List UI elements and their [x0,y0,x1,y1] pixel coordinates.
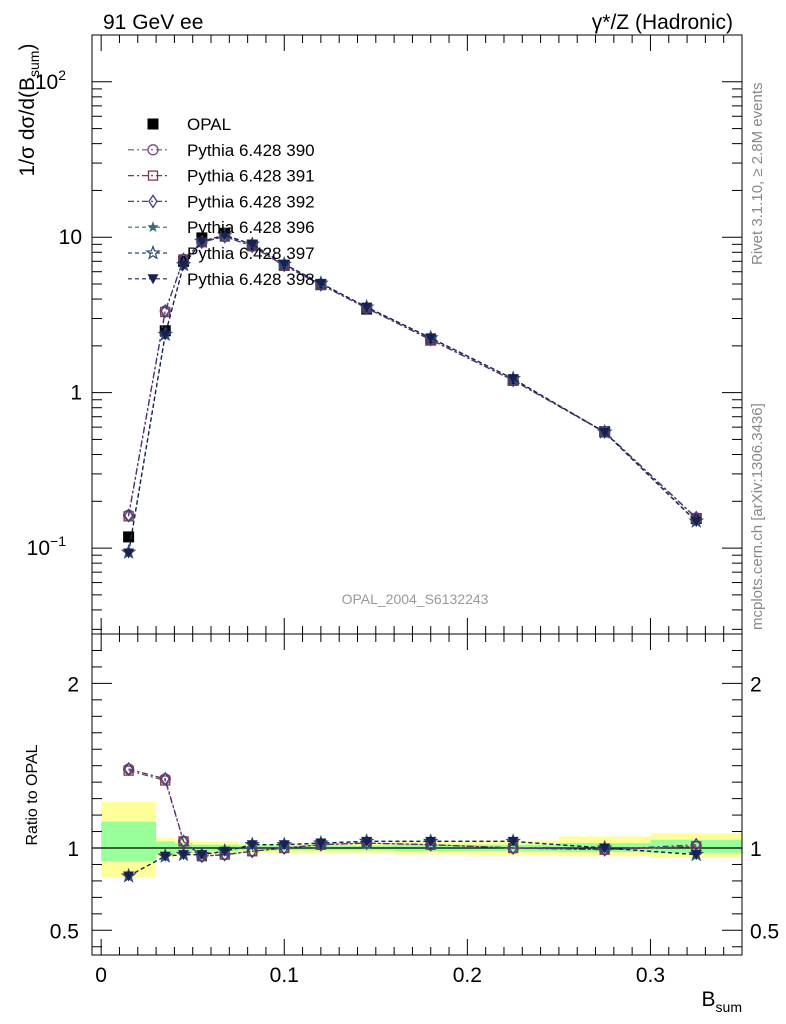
ratio-data-point [361,836,373,847]
header-left-label: 91 GeV ee [103,11,203,34]
data-point [425,333,437,344]
legend-label: Pythia 6.428 392 [187,192,315,211]
ratio-y-tick-label-right: 2 [750,673,762,696]
ratio-panel: 0 0.1 0.2 0.3 0.5 0.5 1 1 2 2 Ratio to OPAL Bsum [24,633,779,1015]
x-axis-label: Bsum [702,988,742,1015]
data-point [219,230,231,241]
main-y-tick-label: 102 [35,67,66,94]
legend-marker [147,118,159,130]
ratio-series-5 [123,836,702,882]
x-tick-label: 0.1 [270,964,299,987]
ratio-data-point [599,843,611,854]
data-point [178,260,190,271]
legend-marker [147,274,159,285]
ratio-y-tick-label-right: 0.5 [750,920,779,943]
uncertainty-band-inner [101,821,157,862]
data-point [123,531,135,543]
legend-marker [145,244,161,260]
x-tick-label: 0.2 [453,964,482,987]
x-tick-label: 0.3 [636,964,665,987]
legend-label: Pythia 6.428 390 [187,141,315,160]
legend-entry: Pythia 6.428 396 [128,218,315,237]
legend-entry: Pythia 6.428 392 [128,192,315,211]
data-point [361,302,373,313]
ratio-data-point [425,836,437,847]
data-point [278,259,290,270]
legend-marker [147,170,159,181]
ratio-series-line [128,768,697,857]
legend-entry: Pythia 6.428 390 [128,141,315,160]
ratio-y-tick-label-right: 1 [750,838,762,861]
main-panel: 10−1 1 10 102 OPAL_2004_S6132243 1/σ dσ/d(B… [16,34,743,635]
x-tick-label: 0 [95,964,107,987]
legend-marker [148,194,158,209]
ratio-data-point [178,850,190,861]
legend-label: OPAL [187,115,231,134]
ratio-data-point [123,761,134,777]
ratio-frame [91,633,743,956]
data-point [690,517,702,528]
data-point [123,508,134,523]
svg-text:Bsum: Bsum [702,988,742,1015]
data-point [160,303,171,319]
legend-label: Pythia 6.428 391 [187,167,315,186]
ratio-data-point [196,850,208,861]
ratio-y-axis-label: Ratio to OPAL [24,744,41,845]
legend-entry: OPAL [147,115,231,134]
ratio-data-point [507,836,519,847]
legend-marker [147,144,159,156]
legend-label: Pythia 6.428 397 [187,244,315,263]
svg-text:1/σ dσ/d(Bsum): 1/σ dσ/d(Bsum) [16,44,42,177]
legend-label: Pythia 6.428 398 [187,270,315,289]
data-point [196,236,208,247]
main-y-tick-label: 10−1 [27,533,67,560]
ratio-data-point [160,771,171,787]
data-point [159,330,171,341]
main-y-axis-label: 1/σ dσ/d(Bsum) [16,44,42,177]
ratio-y-tick-label: 1 [67,838,79,861]
data-point [123,548,135,559]
ratio-y-tick-label: 2 [67,673,79,696]
legend: OPAL Pythia 6.428 390 Pythia 6.428 391 Pyth… [128,115,315,289]
data-point [315,278,327,289]
ratio-data-point [690,850,702,861]
data-point [507,374,519,385]
ratio-data-point [246,840,258,851]
uncertainty-band-inner [650,839,742,853]
header-right-label: γ*/Z (Hadronic) [592,11,733,34]
data-point [599,427,611,438]
watermark-label: OPAL_2004_S6132243 [342,591,489,607]
legend-entry: Pythia 6.428 391 [128,167,315,186]
ratio-data-point [219,846,231,857]
mcplots-label: mcplots.cern.ch [arXiv:1306.3436] [749,403,766,630]
data-point [246,239,258,250]
ratio-data-point [159,851,171,862]
ratio-data-point [123,871,135,882]
ratio-data-point [315,838,327,849]
main-y-tick-label: 10 [59,226,82,249]
legend-label: Pythia 6.428 396 [187,218,315,237]
legend-marker [147,221,159,233]
legend-entry: Pythia 6.428 397 [128,244,315,263]
main-y-tick-label: 1 [70,382,82,405]
series-6 [123,230,702,559]
ratio-y-tick-label: 0.5 [50,920,79,943]
ratio-data-point [278,840,290,851]
legend-entry: Pythia 6.428 398 [128,270,315,289]
rivet-version-label: Rivet 3.1.10, ≥ 2.8M events [749,83,766,266]
